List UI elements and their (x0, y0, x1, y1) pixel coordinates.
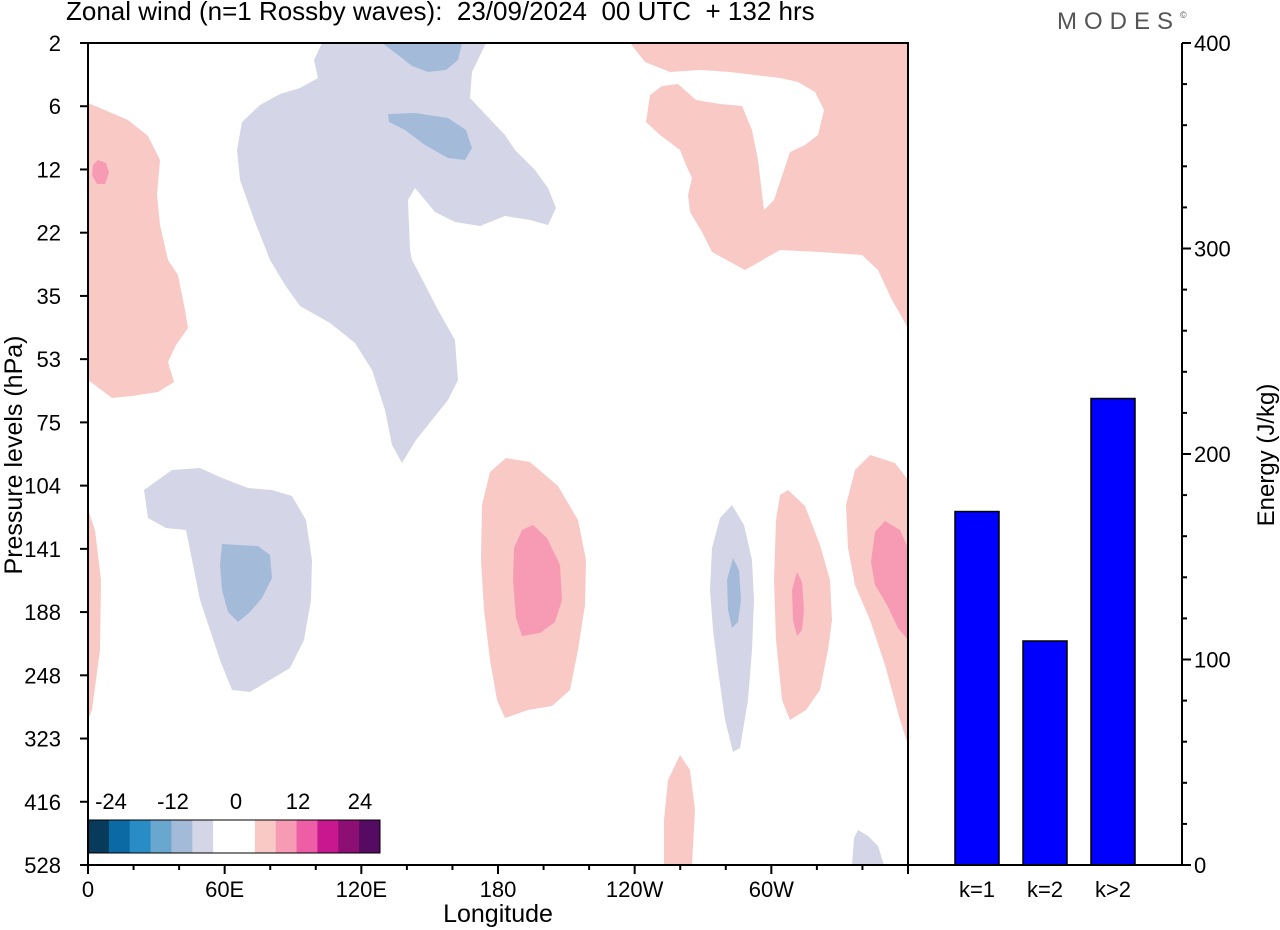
y-tick-label: 188 (24, 600, 61, 625)
x-tick-label: 60W (749, 877, 794, 902)
heatmap-y-axis: 2 6 12 22 35 53 75 104 141 188 248 323 416 528 (24, 31, 88, 878)
x-tick-label: 120E (336, 877, 387, 902)
colorbar-swatch (275, 820, 297, 853)
negative-region-upper (237, 43, 556, 463)
colorbar-swatch (88, 820, 110, 853)
x-tick-label: 0 (82, 877, 94, 902)
positive-core-12hpa (92, 160, 109, 184)
y-tick-label: 528 (24, 853, 61, 878)
y-tick-label: 141 (24, 537, 61, 562)
positive-region-bottom (664, 755, 695, 865)
heatmap-x-axis: 0 60E 120E 180 120W 60W (82, 865, 909, 902)
x-tick-label: 180 (480, 877, 517, 902)
copyright-mark: © (1180, 10, 1187, 20)
negative-region-bottom-right (852, 830, 884, 865)
y-tick-label: 416 (24, 790, 61, 815)
energy-bar (1022, 640, 1068, 866)
colorbar-swatch (213, 820, 235, 853)
y-tick-label: 12 (37, 157, 61, 182)
bar-x-axis: k=1 k=2 k>2 (959, 877, 1131, 902)
positive-region-upper-left (88, 103, 188, 398)
y-tick-label: 104 (24, 474, 61, 499)
colorbar-swatch (317, 820, 339, 853)
positive-core-20w (871, 521, 908, 640)
heatmap-x-axis-title: Longitude (443, 900, 553, 928)
bar-category-label: k>2 (1095, 877, 1131, 902)
modes-logo: MODES© (1057, 8, 1187, 36)
colorbar-swatch (296, 820, 318, 853)
y-tick-label: 2 (49, 31, 61, 56)
bar-category-label: k=2 (1027, 877, 1063, 902)
positive-region-upper-right (630, 43, 908, 328)
energy-bars (954, 397, 1136, 866)
positive-core-60w (792, 572, 804, 636)
negative-region-85w (710, 505, 754, 752)
colorbar-label: 12 (286, 789, 310, 814)
colorbar-swatches (88, 820, 381, 853)
colorbar-label: 24 (348, 789, 372, 814)
negative-core-70e (220, 544, 272, 622)
colorbar-label: -12 (157, 789, 189, 814)
bar-y-tick-label: 100 (1194, 648, 1231, 673)
y-tick-label: 6 (49, 94, 61, 119)
colorbar-swatch (338, 820, 360, 853)
energy-bar (954, 510, 1000, 866)
colorbar-swatch (171, 820, 193, 853)
heatmap-plot: -24 -12 0 12 24 2 6 12 22 35 53 75 104 141 188 248… (0, 31, 909, 928)
logo-text: MODES (1057, 8, 1181, 35)
y-tick-label: 22 (37, 221, 61, 246)
colorbar-swatch (108, 820, 131, 853)
colorbar-swatch (192, 820, 214, 853)
y-tick-label: 248 (24, 663, 61, 688)
chart-title: Zonal wind (n=1 Rossby waves): 23/09/202… (66, 0, 815, 26)
bar-y-tick-label: 200 (1194, 442, 1231, 467)
x-tick-label: 120W (606, 877, 664, 902)
y-tick-label: 35 (37, 284, 61, 309)
colorbar-swatch (150, 820, 172, 853)
energy-bar (1090, 397, 1136, 866)
positive-region-left-edge (88, 510, 101, 720)
x-tick-label: 60E (205, 877, 244, 902)
colorbar-legend: -24 -12 0 12 24 (87, 789, 381, 854)
colorbar-swatch (359, 820, 381, 853)
colorbar-label: 0 (230, 789, 242, 814)
colorbar-swatch (254, 820, 277, 853)
y-tick-label: 75 (37, 410, 61, 435)
positive-core-180 (513, 525, 562, 636)
bar-category-label: k=1 (959, 877, 995, 902)
bar-y-tick-label: 300 (1194, 237, 1231, 262)
bar-y-axis: 0 100 200 300 400 (1182, 31, 1231, 878)
y-tick-label: 323 (24, 727, 61, 752)
colorbar-label: -24 (95, 789, 127, 814)
colorbar-swatch (234, 820, 256, 853)
bar-y-axis-title: Energy (J/kg) (1253, 384, 1280, 527)
wind-anomaly-fields (88, 43, 908, 865)
y-tick-label: 53 (37, 347, 61, 372)
negative-core-6hpa (388, 113, 472, 160)
energy-bar-plot: 0 100 200 300 400 k=1 k=2 k>2 Energy (J/kg) (908, 31, 1280, 902)
bar-y-tick-label: 400 (1194, 31, 1231, 56)
heatmap-y-axis-title: Pressure levels (hPa) (0, 336, 28, 575)
negative-core-top (382, 43, 462, 72)
colorbar-swatch (129, 820, 151, 853)
bar-y-tick-label: 0 (1194, 853, 1206, 878)
negative-core-85w (727, 558, 741, 628)
